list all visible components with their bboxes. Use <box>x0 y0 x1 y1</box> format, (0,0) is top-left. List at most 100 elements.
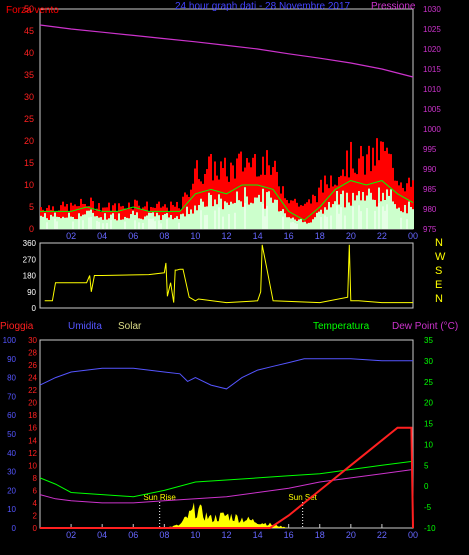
humidity-y-tick-label: 50 <box>7 430 16 439</box>
x-tick-label: 20 <box>346 231 356 241</box>
pressure-line <box>39 24 414 78</box>
temperature-y-tick-label: 0 <box>424 482 429 491</box>
direction-y-tick-label: 270 <box>23 255 37 264</box>
x-tick-label: 14 <box>253 231 263 241</box>
x-tick-label: 00 <box>408 530 418 540</box>
rain-y-tick-label: 18 <box>28 411 37 420</box>
wind-y-tick-label: 10 <box>24 180 34 190</box>
x-tick-label: 14 <box>253 530 263 540</box>
wind-y-tick-label: 40 <box>24 48 34 58</box>
x-tick-label: 02 <box>66 231 76 241</box>
rain-y-tick-label: 30 <box>28 336 37 345</box>
x-tick-label: 16 <box>284 231 294 241</box>
rain-y-tick-label: 14 <box>28 436 37 445</box>
pressure-y-tick-label: 1000 <box>423 125 441 134</box>
rain-y-tick-label: 10 <box>28 461 37 470</box>
x-tick-label: 08 <box>159 530 169 540</box>
pressure-y-tick-label: 995 <box>423 145 437 154</box>
sunset-label: Sun Set <box>288 493 317 502</box>
humidity-y-tick-label: 80 <box>7 374 16 383</box>
rain-line <box>40 426 414 529</box>
rain-axis-label: Pioggia <box>0 321 34 332</box>
rain-y-tick-label: 22 <box>28 386 37 395</box>
x-tick-label: 16 <box>284 530 294 540</box>
temperature-y-tick-label: -10 <box>424 524 436 533</box>
temperature-axis-label: Temperatura <box>313 321 370 332</box>
humidity-y-tick-label: 60 <box>7 411 16 420</box>
pressure-y-tick-label: 1010 <box>423 85 441 94</box>
pressure-y-tick-label: 1020 <box>423 45 441 54</box>
dewpoint-axis-label: Dew Point (°C) <box>392 321 458 332</box>
dewpoint-line <box>39 469 414 504</box>
wind-y-tick-label: 20 <box>24 136 34 146</box>
compass-label: W <box>435 251 446 263</box>
x-tick-label: 04 <box>97 530 107 540</box>
temperature-line <box>39 460 414 498</box>
wind-y-tick-label: 45 <box>24 26 34 36</box>
temperature-y-tick-label: 35 <box>424 336 433 345</box>
temperature-y-tick-label: -5 <box>424 503 432 512</box>
wind-y-tick-label: 30 <box>24 92 34 102</box>
rain-y-tick-label: 2 <box>33 511 38 520</box>
direction-y-tick-label: 180 <box>23 272 37 281</box>
wind-y-tick-label: 0 <box>29 224 34 234</box>
rain-y-tick-label: 24 <box>28 374 37 383</box>
x-tick-label: 12 <box>221 231 231 241</box>
humidity-y-tick-label: 70 <box>7 392 16 401</box>
x-tick-label: 00 <box>408 231 418 241</box>
x-tick-label: 22 <box>377 231 387 241</box>
humidity-y-tick-label: 20 <box>7 486 16 495</box>
pressure-y-tick-label: 980 <box>423 205 437 214</box>
direction-y-tick-label: 90 <box>27 288 36 297</box>
x-tick-label: 06 <box>128 530 138 540</box>
humidity-y-tick-label: 90 <box>7 355 16 364</box>
pressure-y-tick-label: 975 <box>423 225 437 234</box>
x-tick-label: 18 <box>315 231 325 241</box>
rain-y-tick-label: 8 <box>33 474 38 483</box>
x-tick-label: 12 <box>221 530 231 540</box>
rain-y-tick-label: 28 <box>28 349 37 358</box>
wind-y-tick-label: 5 <box>29 202 34 212</box>
direction-y-tick-label: 0 <box>32 304 37 313</box>
sunrise-label: Sun Rise <box>143 493 176 502</box>
rain-y-tick-label: 0 <box>33 524 38 533</box>
temperature-y-tick-label: 25 <box>424 378 433 387</box>
humidity-axis-label: Umidita <box>68 321 102 332</box>
solar-axis-label: Solar <box>118 321 142 332</box>
direction-y-tick-label: 360 <box>23 239 37 248</box>
x-tick-label: 10 <box>190 530 200 540</box>
x-tick-label: 06 <box>128 231 138 241</box>
rain-y-tick-label: 16 <box>28 424 37 433</box>
x-tick-label: 08 <box>159 231 169 241</box>
temperature-y-tick-label: 5 <box>424 461 429 470</box>
humidity-y-tick-label: 0 <box>12 524 17 533</box>
compass-label: S <box>435 265 442 277</box>
wind-direction-line <box>44 244 413 304</box>
wind-y-tick-label: 50 <box>24 4 34 14</box>
x-tick-label: 20 <box>346 530 356 540</box>
wind-axis-label: Forza vento <box>6 5 59 16</box>
rain-y-tick-label: 12 <box>28 449 37 458</box>
wind-y-tick-label: 25 <box>24 114 34 124</box>
wind-y-tick-label: 35 <box>24 70 34 80</box>
rain-y-tick-label: 6 <box>33 486 38 495</box>
rain-panel-frame <box>39 339 414 529</box>
compass-label: E <box>435 279 442 291</box>
temperature-y-tick-label: 15 <box>424 420 433 429</box>
x-tick-label: 10 <box>190 231 200 241</box>
compass-label: N <box>435 293 443 305</box>
direction-panel-frame <box>39 242 414 309</box>
temperature-y-tick-label: 10 <box>424 440 433 449</box>
pressure-y-tick-label: 1025 <box>423 25 441 34</box>
temperature-y-tick-label: 20 <box>424 399 433 408</box>
wind-average-line <box>40 180 414 221</box>
pressure-y-tick-label: 1015 <box>423 65 441 74</box>
temperature-y-tick-label: 30 <box>424 357 433 366</box>
solar-area <box>164 502 289 528</box>
pressure-axis-label: Pressione <box>371 1 416 12</box>
pressure-y-tick-label: 990 <box>423 165 437 174</box>
pressure-y-tick-label: 985 <box>423 185 437 194</box>
humidity-y-tick-label: 30 <box>7 468 16 477</box>
compass-label: N <box>435 237 443 249</box>
